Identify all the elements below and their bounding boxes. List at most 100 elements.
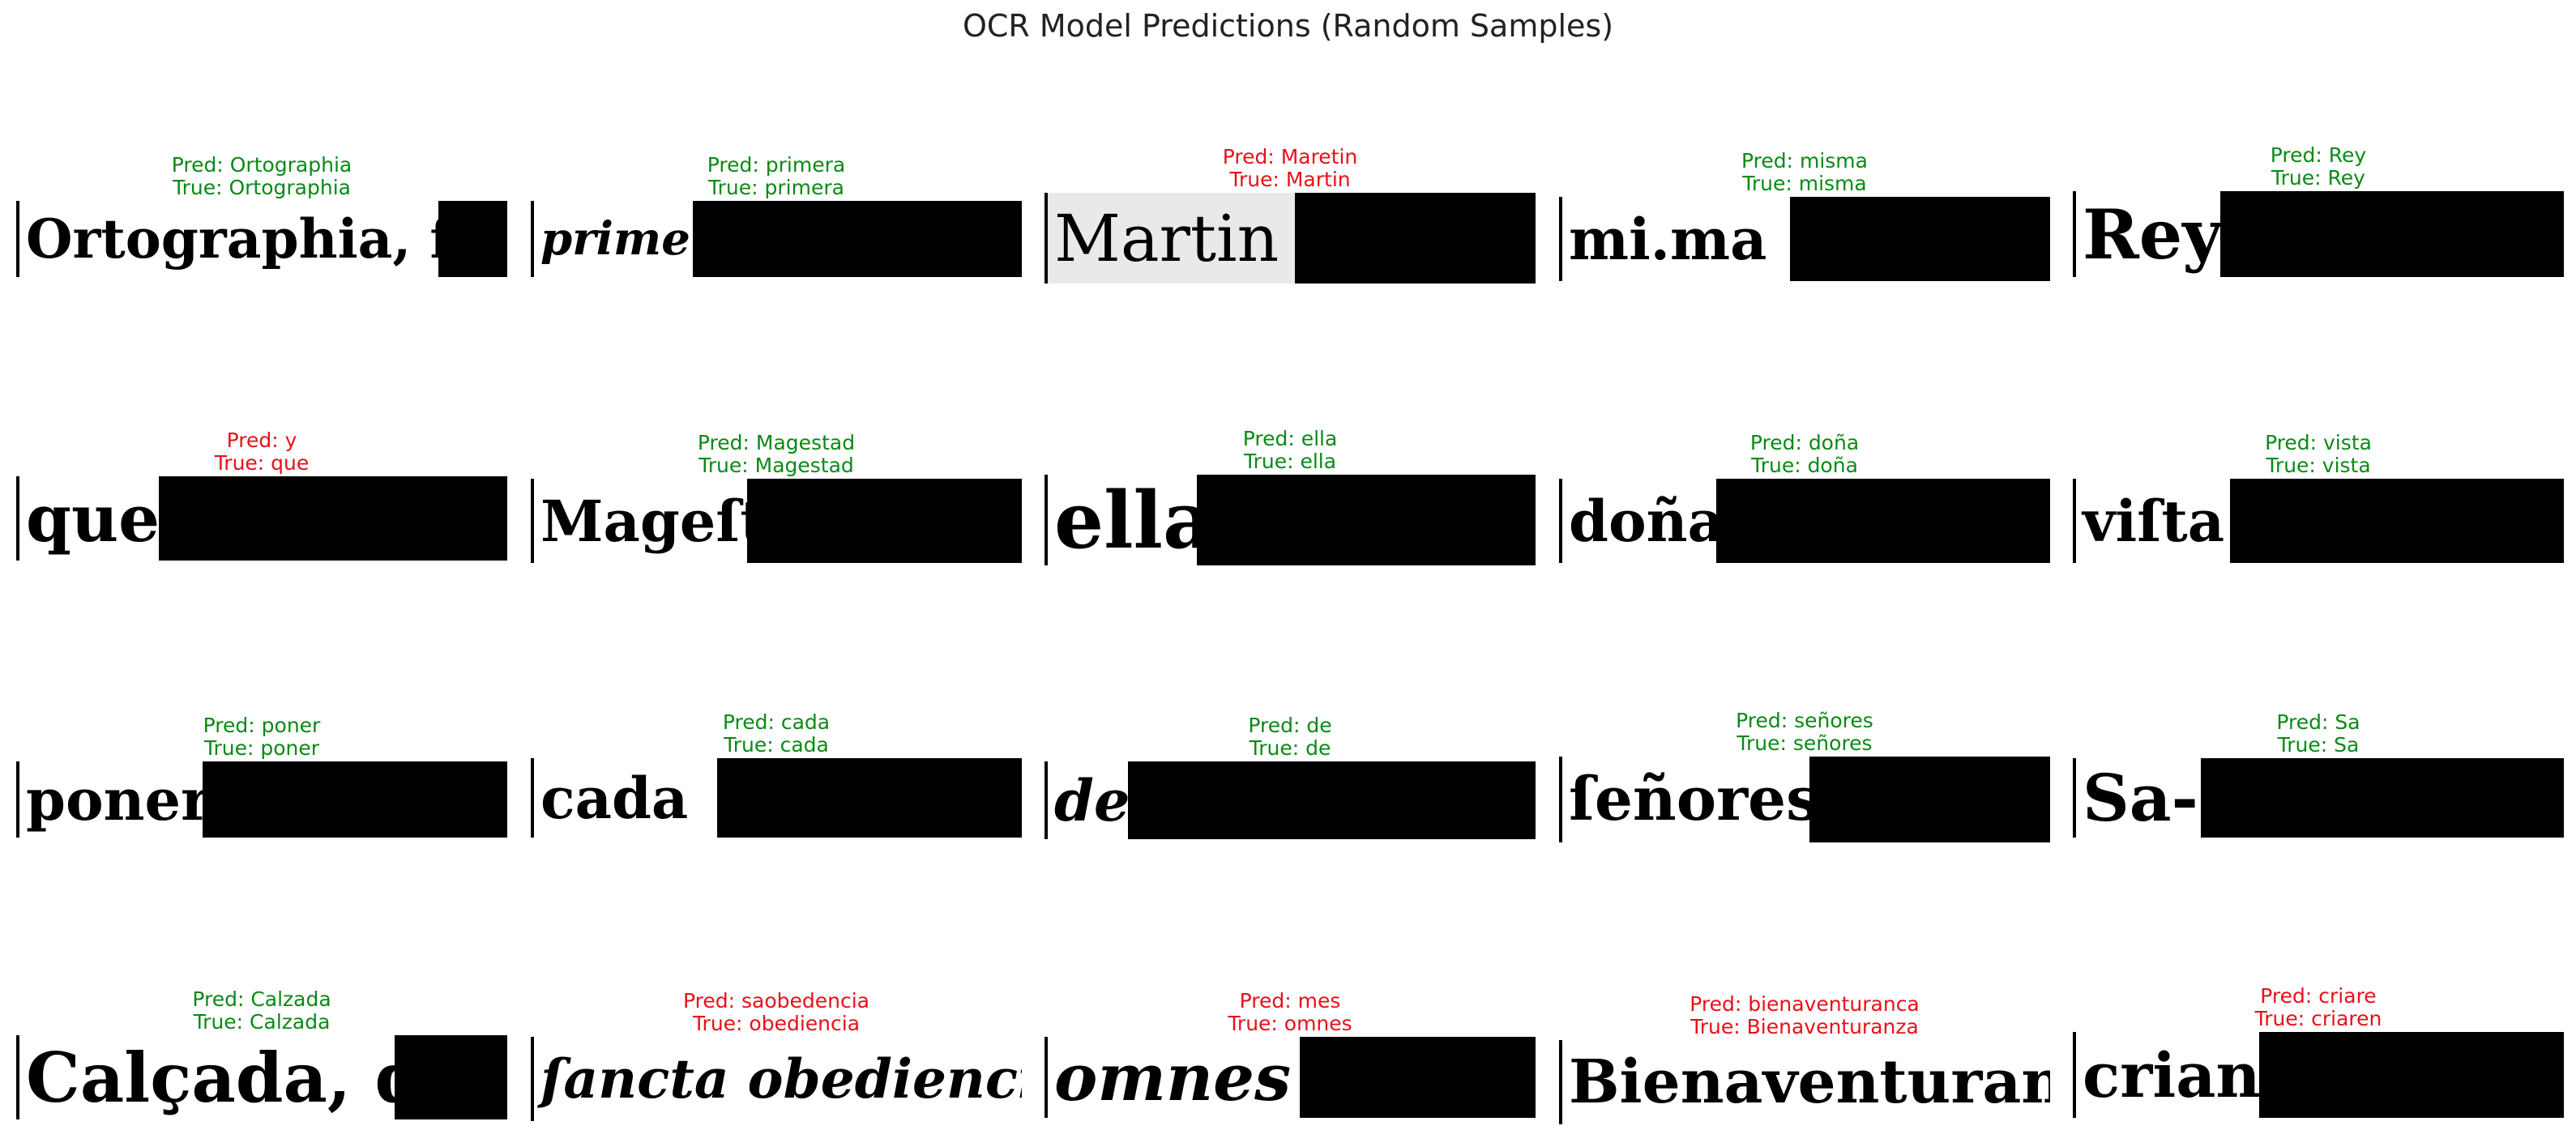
ground-truth-label: True: Magestad xyxy=(698,454,854,477)
ground-truth-label: True: ella xyxy=(1243,450,1337,473)
ground-truth-label: True: poner xyxy=(203,736,320,760)
sample-cell: Pred: y True: que que xyxy=(16,429,507,561)
word-image-text: omnes xyxy=(1044,1037,1301,1118)
ground-truth-label: True: primera xyxy=(708,176,844,199)
prediction-label: Pred: doña xyxy=(1749,431,1860,454)
sample-cell: Pred: cada True: cada cada xyxy=(531,711,1022,838)
word-image-text: Mageſtad xyxy=(531,479,747,563)
word-image-text: viſta xyxy=(2073,479,2230,563)
word-image-strip: Bienaventurança xyxy=(1559,1040,2050,1124)
word-image-strip: mi.ma xyxy=(1559,197,2050,281)
ground-truth-label: True: cada xyxy=(724,733,829,757)
ground-truth-label: True: Sa xyxy=(2277,733,2360,757)
ground-truth-label: True: misma xyxy=(1742,172,1867,195)
prediction-label: Pred: poner xyxy=(203,714,321,737)
prediction-label: Pred: Magestad xyxy=(697,431,856,454)
sample-cell: Pred: Rey True: Rey Rey xyxy=(2073,144,2564,277)
word-image-strip: ſeñores xyxy=(1559,757,2050,842)
word-image-strip: Mageſtad xyxy=(531,479,1022,563)
word-image-text: Bienaventurança xyxy=(1559,1040,2050,1124)
ground-truth-label: True: vista xyxy=(2266,454,2371,477)
word-image-strip: Sa- xyxy=(2073,758,2564,838)
sample-cell: Pred: Sa True: Sa Sa- xyxy=(2073,711,2564,838)
ground-truth-label: True: omnes xyxy=(1228,1012,1352,1035)
word-image-strip: primera xyxy=(531,201,1022,277)
prediction-label: Pred: Rey xyxy=(2270,143,2367,167)
word-image-text: Sa- xyxy=(2073,758,2201,838)
word-image-strip: ella xyxy=(1044,475,1536,565)
word-image-strip: Ortographia, ſegun xyxy=(16,201,507,277)
sample-cell: Pred: Ortographia True: Ortographia Ortogr… xyxy=(16,154,507,277)
ground-truth-label: True: Calzada xyxy=(193,1010,331,1034)
word-image-text: doña xyxy=(1559,479,1716,563)
word-image-strip: ſancta obediencia, y xyxy=(531,1037,1022,1121)
word-image-strip: que xyxy=(16,476,507,561)
ground-truth-label: True: Rey xyxy=(2271,166,2365,190)
word-image-text: Martin xyxy=(1044,193,1296,284)
ground-truth-label: True: obediencia xyxy=(692,1012,861,1035)
prediction-label: Pred: de xyxy=(1248,714,1332,737)
word-image-text: Rey xyxy=(2073,191,2220,277)
ground-truth-label: True: que xyxy=(214,451,310,475)
ground-truth-label: True: Bienaventuranza xyxy=(1690,1015,1919,1038)
prediction-label: Pred: misma xyxy=(1741,149,1868,173)
word-image-text: cada xyxy=(531,758,718,838)
word-image-strip: poner xyxy=(16,761,507,838)
word-image-text: ſeñores xyxy=(1559,757,1810,842)
prediction-label: Pred: Sa xyxy=(2276,710,2360,734)
word-image-text: de xyxy=(1044,761,1129,839)
ground-truth-label: True: doña xyxy=(1751,454,1858,477)
prediction-label: Pred: y xyxy=(226,429,297,452)
word-image-strip: Rey xyxy=(2073,191,2564,277)
sample-cell: Pred: poner True: poner poner xyxy=(16,714,507,838)
prediction-label: Pred: bienaventuranca xyxy=(1690,992,1920,1016)
sample-cell: Pred: vista True: vista viſta xyxy=(2073,432,2564,563)
word-image-strip: omnes xyxy=(1044,1037,1536,1118)
prediction-label: Pred: cada xyxy=(722,710,831,734)
word-image-text: mi.ma xyxy=(1559,197,1790,281)
word-image-strip: crian- xyxy=(2073,1032,2564,1118)
word-image-text: que xyxy=(16,476,159,561)
word-image-strip: Calçada, del xyxy=(16,1035,507,1119)
ground-truth-label: True: de xyxy=(1249,736,1331,760)
prediction-label: Pred: primera xyxy=(707,153,846,177)
prediction-label: Pred: Maretin xyxy=(1222,145,1358,168)
sample-cell: Pred: Maretin True: Martin Martin xyxy=(1044,146,1536,284)
prediction-label: Pred: criare xyxy=(2260,984,2377,1008)
sample-cell: Pred: doña True: doña doña xyxy=(1559,432,2050,563)
sample-cell: Pred: mes True: omnes omnes xyxy=(1044,990,1536,1118)
prediction-label: Pred: mes xyxy=(1239,989,1341,1013)
sample-cell: Pred: señores True: señores ſeñores xyxy=(1559,710,2050,842)
prediction-label: Pred: Ortographia xyxy=(171,153,352,177)
ground-truth-label: True: Martin xyxy=(1229,168,1351,191)
word-image-strip: doña xyxy=(1559,479,2050,563)
sample-cell: Pred: misma True: misma mi.ma xyxy=(1559,150,2050,281)
word-image-text: ella xyxy=(1044,475,1197,565)
word-image-text: Ortographia, ſegun xyxy=(16,201,439,277)
word-image-strip: de xyxy=(1044,761,1536,839)
word-image-strip: viſta xyxy=(2073,479,2564,563)
word-image-strip: Martin xyxy=(1044,193,1536,284)
sample-cell: Pred: de True: de de xyxy=(1044,714,1536,839)
word-image-text: crian- xyxy=(2073,1032,2260,1118)
figure-title: OCR Model Predictions (Random Samples) xyxy=(962,8,1614,44)
ground-truth-label: True: Ortographia xyxy=(173,176,351,199)
word-image-text: Calçada, del xyxy=(16,1035,395,1119)
prediction-label: Pred: Calzada xyxy=(192,987,331,1011)
word-image-text: ſancta obediencia, y xyxy=(531,1037,1022,1121)
prediction-label: Pred: saobedencia xyxy=(683,989,869,1013)
ground-truth-label: True: criaren xyxy=(2254,1007,2382,1030)
prediction-label: Pred: señores xyxy=(1736,709,1873,732)
prediction-label: Pred: vista xyxy=(2265,431,2372,454)
sample-cell: Pred: saobedencia True: obediencia ſancta … xyxy=(531,990,1022,1121)
prediction-label: Pred: ella xyxy=(1242,427,1338,450)
ground-truth-label: True: señores xyxy=(1737,731,1873,755)
sample-cell: Pred: bienaventuranca True: Bienaventuran… xyxy=(1559,993,2050,1124)
word-image-text: primera xyxy=(531,201,693,277)
word-image-text: poner xyxy=(16,761,203,838)
